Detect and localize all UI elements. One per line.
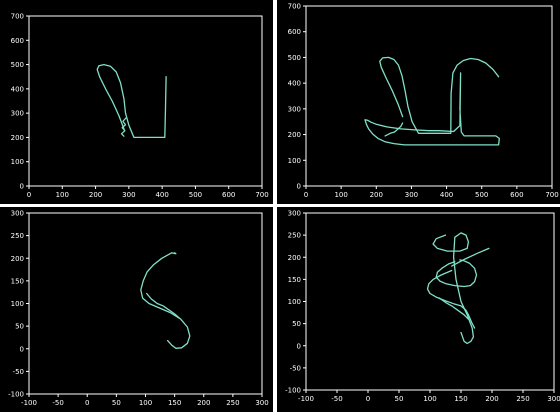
x-tick-label: 600 [510, 191, 523, 199]
y-tick-label: 300 [11, 110, 24, 118]
series-line [96, 63, 167, 139]
series-line [384, 122, 404, 137]
plot-frame [28, 212, 263, 395]
y-tick-label: 50 [15, 323, 24, 331]
y-tick-label: 300 [288, 105, 301, 113]
x-tick-label: 200 [197, 399, 210, 407]
x-tick-label: 200 [89, 191, 102, 199]
x-tick-label: 500 [189, 191, 202, 199]
series-line [379, 56, 500, 134]
plot-frame [305, 212, 555, 391]
x-tick-label: 300 [122, 191, 135, 199]
series-line [426, 269, 476, 329]
plot-frame [28, 15, 263, 187]
y-tick-label: 700 [11, 13, 24, 21]
x-tick-label: 500 [475, 191, 488, 199]
y-tick-label: 250 [288, 232, 301, 240]
series-line [432, 232, 475, 345]
y-tick-label: 50 [292, 320, 301, 328]
panel-top-left: 0 100 200 300 400 500 600 700 0 100 200 300 400 500 60… [0, 0, 273, 204]
x-tick-label: 250 [516, 395, 529, 403]
x-tick-label: 0 [366, 395, 370, 403]
x-tick-label: 300 [255, 399, 268, 407]
y-tick-label: 0 [20, 345, 24, 353]
y-tick-label: 300 [11, 210, 24, 218]
series-line [146, 292, 180, 319]
y-tick-label: -50 [290, 364, 301, 372]
chart-top-right: 0 100 200 300 400 500 600 700 0 100 200 300 400 500 60… [288, 3, 559, 200]
panel-top-right: 0 100 200 300 400 500 600 700 0 100 200 300 400 500 60… [277, 0, 560, 204]
panel-bottom-left: -100 -50 0 50 100 150 200 250 300 -100 -50 0 50 100 15… [0, 207, 273, 412]
chart-top-left: 0 100 200 300 400 500 600 700 0 100 200 300 400 500 60… [11, 13, 269, 200]
y-tick-label: 0 [20, 183, 24, 191]
x-tick-label: 200 [370, 191, 383, 199]
y-tick-label: 700 [288, 3, 301, 11]
y-tick-label: 0 [297, 183, 301, 191]
x-tick-label: 600 [222, 191, 235, 199]
y-tick-label: 200 [288, 131, 301, 139]
y-tick-label: 400 [11, 85, 24, 93]
x-tick-label: 400 [440, 191, 453, 199]
y-tick-label: 100 [11, 158, 24, 166]
y-tick-label: 300 [288, 210, 301, 218]
x-tick-label: -50 [52, 399, 63, 407]
x-tick-label: 700 [255, 191, 268, 199]
series-line [140, 252, 191, 349]
y-tick-label: -50 [13, 368, 24, 376]
panel-bottom-right: -100 -50 0 50 100 150 200 250 300 -100 -50 0 50 100 15… [277, 207, 560, 412]
x-tick-label: 300 [405, 191, 418, 199]
x-tick-label: 400 [155, 191, 168, 199]
y-tick-label: 500 [288, 54, 301, 62]
x-tick-label: 50 [395, 395, 404, 403]
x-tick-label: 0 [27, 191, 31, 199]
y-tick-label: 100 [11, 300, 24, 308]
y-tick-label: 200 [288, 254, 301, 262]
y-tick-label: 0 [297, 342, 301, 350]
plot-frame [305, 5, 553, 187]
y-tick-label: 600 [11, 37, 24, 45]
x-tick-label: 0 [85, 399, 89, 407]
x-tick-label: 100 [423, 395, 436, 403]
x-tick-label: 150 [454, 395, 467, 403]
series-line [438, 297, 470, 320]
x-tick-label: 250 [226, 399, 239, 407]
y-tick-label: 250 [11, 232, 24, 240]
x-tick-label: 150 [168, 399, 181, 407]
y-tick-label: 500 [11, 61, 24, 69]
series-line [120, 117, 127, 137]
y-tick-label: 200 [11, 134, 24, 142]
series-line [364, 72, 500, 146]
y-tick-label: -100 [285, 387, 301, 395]
y-tick-label: 150 [288, 276, 301, 284]
x-tick-label: 700 [545, 191, 558, 199]
x-tick-label: 100 [334, 191, 347, 199]
chart-bottom-right: -100 -50 0 50 100 150 200 250 300 -100 -50 0 50 100 15… [285, 210, 560, 404]
y-tick-label: 150 [11, 277, 24, 285]
x-tick-label: 300 [547, 395, 560, 403]
series-line [435, 259, 478, 288]
y-tick-label: 100 [288, 157, 301, 165]
x-tick-label: -50 [331, 395, 342, 403]
y-tick-label: 600 [288, 28, 301, 36]
x-tick-label: -100 [298, 395, 314, 403]
x-tick-label: 200 [485, 395, 498, 403]
x-tick-label: 100 [56, 191, 69, 199]
series-line [451, 247, 490, 267]
y-tick-label: 100 [288, 298, 301, 306]
x-tick-label: -100 [21, 399, 37, 407]
y-tick-label: -100 [8, 391, 24, 399]
y-tick-label: 400 [288, 80, 301, 88]
x-tick-label: 50 [112, 399, 121, 407]
chart-bottom-left: -100 -50 0 50 100 150 200 250 300 -100 -50 0 50 100 15… [8, 210, 269, 408]
x-tick-label: 100 [139, 399, 152, 407]
y-tick-label: 200 [11, 255, 24, 263]
x-tick-label: 0 [304, 191, 308, 199]
